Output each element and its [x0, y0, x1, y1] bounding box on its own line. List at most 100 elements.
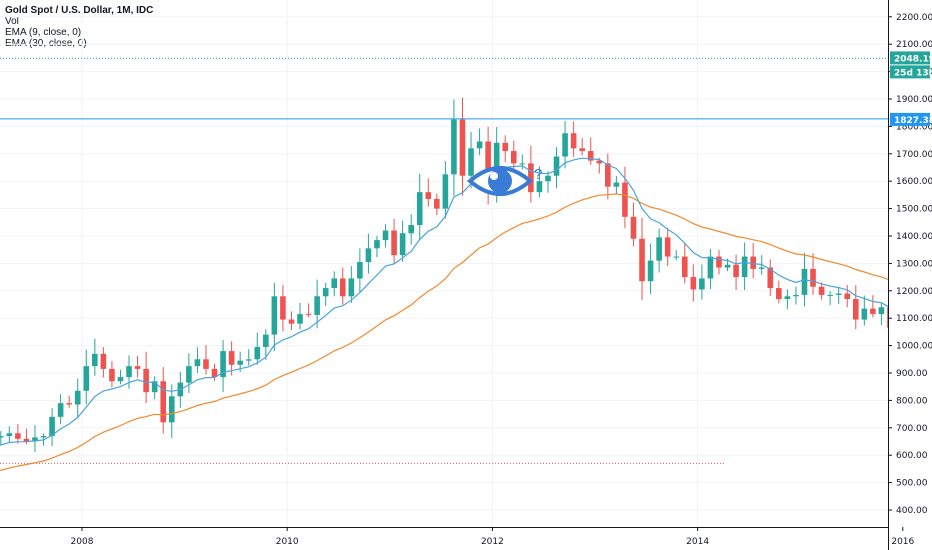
candle-body: [74, 390, 81, 405]
candle-body: [451, 119, 457, 175]
candle-body: [382, 230, 389, 241]
price-tick-label: 1700.00: [896, 150, 932, 160]
candle-body: [92, 353, 98, 367]
candle-body: [528, 163, 534, 193]
candle-body: [656, 237, 662, 261]
candle-body: [237, 360, 243, 365]
countdown-text: 25d 13h: [894, 68, 932, 78]
candle-body: [391, 230, 397, 256]
candle-body: [793, 294, 799, 297]
ema30-line: [0, 193, 932, 472]
candle-body: [630, 216, 637, 239]
candle-body: [109, 368, 115, 382]
ema-lines: [0, 157, 932, 472]
candle-body: [32, 437, 38, 442]
candle-body: [408, 225, 414, 234]
candle-body: [835, 293, 842, 295]
candle-body: [339, 278, 346, 297]
candle-body: [357, 262, 363, 279]
candle-body: [716, 256, 722, 268]
candle-body: [288, 319, 295, 324]
candle-body: [228, 351, 235, 365]
candle-body: [502, 142, 509, 152]
level-lines: [0, 57, 888, 464]
candle-body: [271, 296, 278, 335]
candle-body: [861, 308, 868, 320]
candle-body: [673, 256, 680, 258]
level-tag: [890, 112, 930, 126]
candle-body: [194, 359, 201, 367]
candle-body: [297, 314, 303, 324]
candle-body: [442, 174, 449, 209]
candle-body: [459, 119, 466, 176]
candle-body: [374, 240, 380, 249]
candle-body: [160, 381, 167, 423]
candle-body: [0, 436, 4, 438]
price-tick-label: 900.00: [896, 369, 928, 379]
candle-body: [6, 433, 13, 437]
candle-body: [605, 163, 611, 187]
candle-body: [280, 296, 286, 320]
candle-body: [254, 346, 261, 360]
eye-icon: [466, 166, 534, 196]
time-axis[interactable]: 20082010201220142016201820202022: [0, 527, 932, 550]
candle-body: [844, 293, 851, 300]
legend-ema9: EMA (9, close, 0): [5, 27, 82, 38]
price-tick-label: 700.00: [896, 424, 928, 434]
candle-body: [100, 353, 107, 369]
candle-body: [818, 286, 825, 295]
candle-body: [305, 314, 312, 316]
candle-body: [519, 163, 526, 165]
candle-body: [211, 368, 218, 378]
price-tags: 2048.19 25d 13h 1827.38: [890, 51, 932, 126]
candle-body: [186, 366, 192, 383]
time-axis-bg: [0, 527, 888, 550]
chart-legend: Gold Spot / U.S. Dollar, 1M, IDC Vol EMA…: [5, 5, 153, 49]
question-mark: ?: [534, 166, 542, 183]
candle-body: [724, 264, 731, 268]
candle-body: [562, 133, 568, 157]
candle-body: [117, 377, 124, 382]
candle-body: [468, 148, 474, 176]
candle-body: [151, 381, 158, 393]
candle-body: [220, 351, 226, 378]
price-tick-label: 1100.00: [896, 314, 932, 324]
candle-body: [810, 268, 816, 287]
price-tick-label: 1500.00: [896, 205, 932, 215]
candle-body: [545, 175, 551, 182]
candle-body: [536, 181, 543, 193]
candle-body: [622, 182, 628, 217]
candle-body: [570, 133, 577, 149]
candle-body: [733, 264, 739, 278]
time-tick-label: 2016: [891, 537, 914, 547]
candle-body: [331, 278, 338, 289]
candle-body: [203, 359, 209, 369]
candle-body: [664, 237, 671, 257]
price-tick-label: 500.00: [896, 479, 928, 489]
price-tick-label: 1800.00: [896, 122, 932, 132]
candle-body: [784, 296, 791, 300]
candle-body: [23, 438, 30, 442]
candle-body: [827, 294, 833, 296]
candle-body: [707, 256, 714, 279]
time-tick-label: 2010: [276, 537, 299, 547]
time-tick-label: 2014: [686, 537, 709, 547]
price-tick-label: 1200.00: [896, 287, 932, 297]
candle-body: [510, 151, 517, 164]
price-tick-label: 1000.00: [896, 342, 932, 352]
candle-body: [83, 366, 90, 391]
candle-body: [579, 148, 585, 152]
candle-body: [245, 359, 252, 361]
candle-body: [49, 416, 55, 437]
price-tick-label: 2100.00: [896, 40, 932, 50]
price-axis-bg: [888, 0, 932, 550]
price-axis[interactable]: 400.00 500.00 600.00 700.00 800.00 900.00 1000…: [888, 0, 932, 550]
price-tick-label: 600.00: [896, 451, 928, 461]
legend-ema30: EMA (30, close, 0): [5, 38, 87, 49]
last-price-tag: [890, 51, 930, 65]
chart-title: Gold Spot / U.S. Dollar, 1M, IDC: [5, 5, 154, 16]
candle-body: [639, 238, 645, 282]
candle-body: [168, 396, 175, 423]
candle-body: [15, 433, 21, 439]
